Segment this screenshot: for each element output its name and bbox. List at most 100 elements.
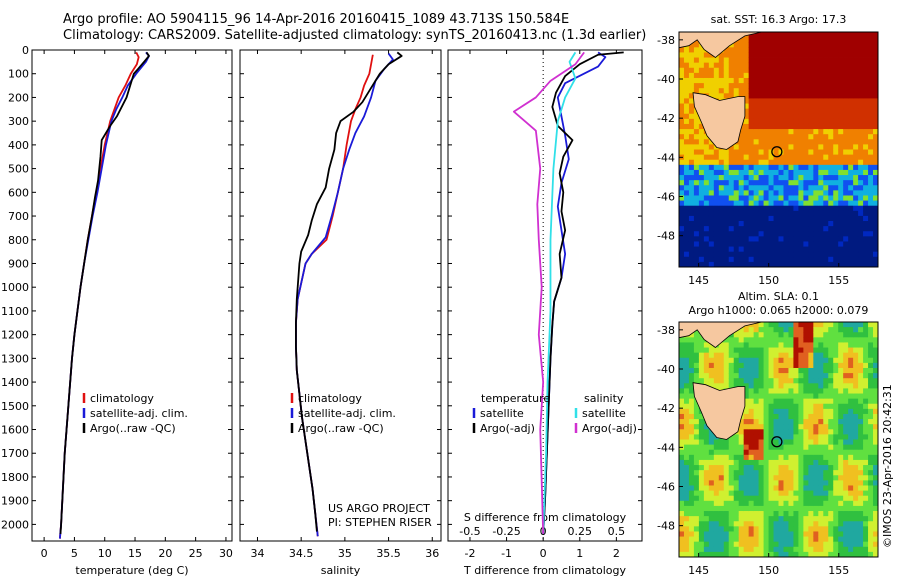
map-cell <box>843 419 849 425</box>
map-cell <box>863 42 869 48</box>
map-cell <box>863 190 869 196</box>
map-cell <box>738 72 745 79</box>
map-cell <box>753 108 760 115</box>
map-cell <box>863 256 869 263</box>
map-cell <box>758 500 764 507</box>
map-cell <box>783 388 789 394</box>
map-cell <box>753 175 760 181</box>
map-cell <box>733 373 740 379</box>
map-field-sst <box>679 32 879 268</box>
map-cell <box>738 149 745 156</box>
map-cell <box>823 129 829 135</box>
map-cell <box>713 175 720 181</box>
map-y-tick-label: -38 <box>657 324 675 337</box>
map-cell <box>833 459 839 466</box>
map-cell <box>853 485 859 491</box>
map-cell <box>743 190 750 196</box>
map-cell <box>823 72 829 79</box>
map-cell <box>788 465 794 471</box>
map-cell <box>738 444 745 451</box>
map-cell <box>808 444 814 451</box>
map-cell <box>828 393 834 400</box>
map-cell <box>793 465 799 471</box>
map-cell <box>868 164 874 171</box>
map-cell <box>708 195 715 201</box>
map-cell <box>679 378 685 384</box>
map-cell <box>698 424 705 430</box>
map-cell <box>823 465 829 471</box>
map-cell <box>683 337 690 343</box>
map-cell <box>679 159 685 166</box>
map-cell <box>738 347 745 354</box>
map-cell <box>868 159 874 166</box>
map-cell <box>793 139 799 145</box>
map-cell <box>768 42 774 48</box>
map-cell <box>818 221 824 227</box>
map-cell <box>833 546 839 553</box>
map-cell <box>863 470 869 476</box>
map-cell <box>843 246 849 253</box>
map-cell <box>803 408 809 415</box>
map-cell <box>803 215 809 222</box>
map-cell <box>853 62 859 69</box>
map-cell <box>803 67 809 74</box>
map-y-tick-label: -44 <box>657 441 675 454</box>
map-cell <box>838 200 844 207</box>
map-cell <box>798 129 804 135</box>
map-cell <box>818 439 824 446</box>
map-cell <box>693 200 700 207</box>
map-y-tick-label: -46 <box>657 481 675 494</box>
map-cell <box>753 444 760 451</box>
map-cell <box>733 221 740 227</box>
map-cell <box>778 470 784 476</box>
map-cell <box>793 37 799 43</box>
map-cell <box>768 221 774 227</box>
map-cell <box>848 72 854 79</box>
map-cell <box>803 332 809 338</box>
map-cell <box>783 393 789 400</box>
map-cell <box>683 480 690 486</box>
map-cell <box>738 164 745 171</box>
map-cell <box>783 103 789 110</box>
map-cell <box>748 449 755 456</box>
map-cell <box>698 419 705 425</box>
map-cell <box>793 108 799 115</box>
map-cell <box>783 332 789 338</box>
map-cell <box>873 113 879 120</box>
map-cell <box>698 205 705 212</box>
map-cell <box>823 251 829 258</box>
map-cell <box>758 475 764 481</box>
map-cell <box>788 541 794 548</box>
map-cell <box>813 200 819 207</box>
map-cell <box>738 480 745 486</box>
map-cell <box>863 419 869 425</box>
map-cell <box>838 246 844 253</box>
map-cell <box>803 256 809 263</box>
map-cell <box>873 159 879 166</box>
map-cell <box>693 546 700 553</box>
map-cell <box>868 322 874 328</box>
map-cell <box>748 454 755 461</box>
map-cell <box>743 98 750 104</box>
map-cell <box>728 83 735 89</box>
map-cell <box>718 195 725 201</box>
map-cell <box>808 490 814 497</box>
x-tick-label-salinity: 34.5 <box>289 547 314 560</box>
map-cell <box>863 465 869 471</box>
map-cell <box>853 37 859 43</box>
map-cell <box>688 77 695 84</box>
map-cell <box>833 32 839 38</box>
map-cell <box>733 180 740 186</box>
map-cell <box>688 505 695 512</box>
map-cell <box>873 139 879 145</box>
map-cell <box>803 144 809 150</box>
map-cell <box>813 505 819 512</box>
map-cell <box>853 103 859 110</box>
map-cell <box>713 551 720 558</box>
map-cell <box>718 449 725 456</box>
map-cell <box>833 139 839 145</box>
map-cell <box>773 129 779 135</box>
map-cell <box>753 373 760 379</box>
map-cell <box>853 185 859 191</box>
map-cell <box>798 449 804 456</box>
